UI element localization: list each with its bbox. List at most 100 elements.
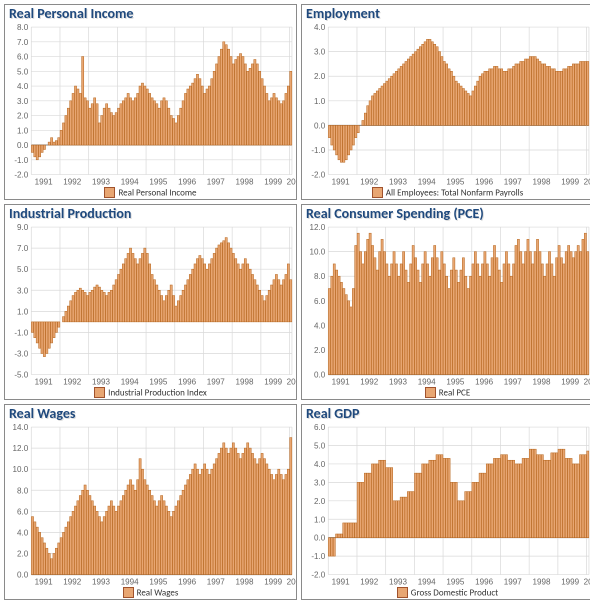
svg-text:4.0: 4.0 bbox=[17, 528, 29, 537]
svg-text:1993: 1993 bbox=[389, 578, 407, 587]
svg-text:1996: 1996 bbox=[475, 178, 493, 187]
svg-text:1.0: 1.0 bbox=[314, 97, 326, 106]
chart-svg: -2.0-1.00.01.02.03.04.05.06.07.08.019911… bbox=[5, 23, 296, 189]
svg-text:1994: 1994 bbox=[121, 578, 139, 587]
svg-text:1.0: 1.0 bbox=[314, 515, 326, 524]
svg-text:1997: 1997 bbox=[207, 578, 225, 587]
chart-svg: -5.0-3.0-1.01.03.05.07.09.01991199219931… bbox=[5, 223, 296, 389]
svg-text:8.0: 8.0 bbox=[17, 486, 29, 495]
svg-text:1996: 1996 bbox=[178, 378, 196, 387]
svg-text:1998: 1998 bbox=[236, 578, 254, 587]
chart-panel-gdp: Real GDP-2.0-1.00.01.02.03.04.05.06.0199… bbox=[301, 404, 590, 600]
svg-text:1991: 1991 bbox=[35, 178, 53, 187]
svg-text:6.0: 6.0 bbox=[314, 423, 326, 432]
svg-text:1999: 1999 bbox=[264, 178, 282, 187]
svg-text:1993: 1993 bbox=[92, 378, 110, 387]
svg-text:10.0: 10.0 bbox=[310, 248, 326, 257]
svg-text:4.0: 4.0 bbox=[314, 460, 326, 469]
legend-swatch bbox=[372, 187, 383, 198]
svg-text:1998: 1998 bbox=[236, 178, 254, 187]
svg-text:1993: 1993 bbox=[389, 378, 407, 387]
svg-text:-3.0: -3.0 bbox=[14, 350, 28, 359]
svg-text:0.0: 0.0 bbox=[17, 571, 29, 580]
svg-text:1992: 1992 bbox=[360, 578, 378, 587]
svg-text:1995: 1995 bbox=[446, 178, 464, 187]
svg-text:2.0: 2.0 bbox=[17, 112, 29, 121]
svg-text:8.0: 8.0 bbox=[314, 272, 326, 281]
svg-text:1993: 1993 bbox=[92, 578, 110, 587]
legend-swatch bbox=[425, 387, 436, 398]
svg-text:2000: 2000 bbox=[584, 378, 590, 387]
svg-text:1995: 1995 bbox=[446, 578, 464, 587]
svg-text:-1.0: -1.0 bbox=[311, 146, 325, 155]
svg-text:4.0: 4.0 bbox=[17, 82, 29, 91]
chart-svg: 0.02.04.06.08.010.012.014.01991199219931… bbox=[5, 423, 296, 589]
svg-text:1997: 1997 bbox=[207, 378, 225, 387]
svg-text:1991: 1991 bbox=[332, 578, 350, 587]
svg-text:2000: 2000 bbox=[287, 378, 296, 387]
svg-text:1999: 1999 bbox=[264, 578, 282, 587]
legend-label: Real Personal Income bbox=[118, 187, 196, 198]
svg-text:-1.0: -1.0 bbox=[14, 328, 28, 337]
chart-title: Real GDP bbox=[306, 405, 359, 422]
svg-text:1998: 1998 bbox=[533, 578, 551, 587]
svg-text:7.0: 7.0 bbox=[17, 38, 29, 47]
svg-text:6.0: 6.0 bbox=[17, 507, 29, 516]
svg-text:9.0: 9.0 bbox=[17, 223, 29, 232]
svg-text:0.0: 0.0 bbox=[17, 141, 29, 150]
svg-text:0.0: 0.0 bbox=[314, 371, 326, 380]
svg-text:1995: 1995 bbox=[149, 178, 167, 187]
svg-text:5.0: 5.0 bbox=[17, 265, 29, 274]
svg-text:3.0: 3.0 bbox=[17, 97, 29, 106]
svg-text:-1.0: -1.0 bbox=[14, 156, 28, 165]
chart-svg: 0.02.04.06.08.010.012.019911992199319941… bbox=[302, 223, 590, 389]
svg-text:1992: 1992 bbox=[360, 178, 378, 187]
svg-text:5.0: 5.0 bbox=[17, 67, 29, 76]
svg-text:1999: 1999 bbox=[561, 378, 579, 387]
chart-svg: -2.0-1.00.01.02.03.04.019911992199319941… bbox=[302, 23, 590, 189]
chart-legend: Industrial Production Index bbox=[5, 387, 296, 398]
svg-text:1995: 1995 bbox=[149, 578, 167, 587]
svg-text:1992: 1992 bbox=[63, 178, 81, 187]
svg-text:1991: 1991 bbox=[332, 378, 350, 387]
svg-text:6.0: 6.0 bbox=[17, 53, 29, 62]
svg-text:-2.0: -2.0 bbox=[14, 171, 28, 180]
svg-text:1996: 1996 bbox=[475, 378, 493, 387]
svg-text:6.0: 6.0 bbox=[314, 297, 326, 306]
svg-text:1992: 1992 bbox=[360, 378, 378, 387]
svg-text:1994: 1994 bbox=[121, 178, 139, 187]
svg-text:1991: 1991 bbox=[35, 378, 53, 387]
chart-panel-emp: Employment-2.0-1.00.01.02.03.04.01991199… bbox=[301, 4, 590, 200]
svg-text:2.0: 2.0 bbox=[314, 346, 326, 355]
svg-text:1994: 1994 bbox=[418, 378, 436, 387]
svg-text:1995: 1995 bbox=[446, 378, 464, 387]
svg-text:1999: 1999 bbox=[264, 378, 282, 387]
svg-text:0.0: 0.0 bbox=[314, 121, 326, 130]
svg-text:10.0: 10.0 bbox=[13, 465, 29, 474]
svg-text:2000: 2000 bbox=[287, 178, 296, 187]
svg-text:2000: 2000 bbox=[287, 578, 296, 587]
svg-text:1997: 1997 bbox=[207, 178, 225, 187]
chart-panel-ip: Industrial Production-5.0-3.0-1.01.03.05… bbox=[4, 204, 297, 400]
svg-text:1991: 1991 bbox=[35, 578, 53, 587]
svg-text:2.0: 2.0 bbox=[314, 72, 326, 81]
svg-text:1999: 1999 bbox=[561, 178, 579, 187]
svg-text:5.0: 5.0 bbox=[314, 442, 326, 451]
svg-text:14.0: 14.0 bbox=[13, 423, 29, 432]
svg-text:2000: 2000 bbox=[584, 578, 590, 587]
svg-text:1997: 1997 bbox=[504, 178, 522, 187]
svg-text:7.0: 7.0 bbox=[17, 244, 29, 253]
chart-title: Real Consumer Spending (PCE) bbox=[306, 205, 484, 222]
svg-text:1992: 1992 bbox=[63, 578, 81, 587]
svg-text:3.0: 3.0 bbox=[17, 286, 29, 295]
svg-text:4.0: 4.0 bbox=[314, 321, 326, 330]
svg-text:1991: 1991 bbox=[332, 178, 350, 187]
svg-text:1993: 1993 bbox=[389, 178, 407, 187]
legend-swatch bbox=[123, 587, 134, 598]
legend-label: Real PCE bbox=[439, 387, 470, 398]
svg-text:2.0: 2.0 bbox=[314, 497, 326, 506]
svg-text:1994: 1994 bbox=[418, 578, 436, 587]
svg-text:1996: 1996 bbox=[178, 578, 196, 587]
svg-text:3.0: 3.0 bbox=[314, 478, 326, 487]
svg-text:-5.0: -5.0 bbox=[14, 371, 28, 380]
